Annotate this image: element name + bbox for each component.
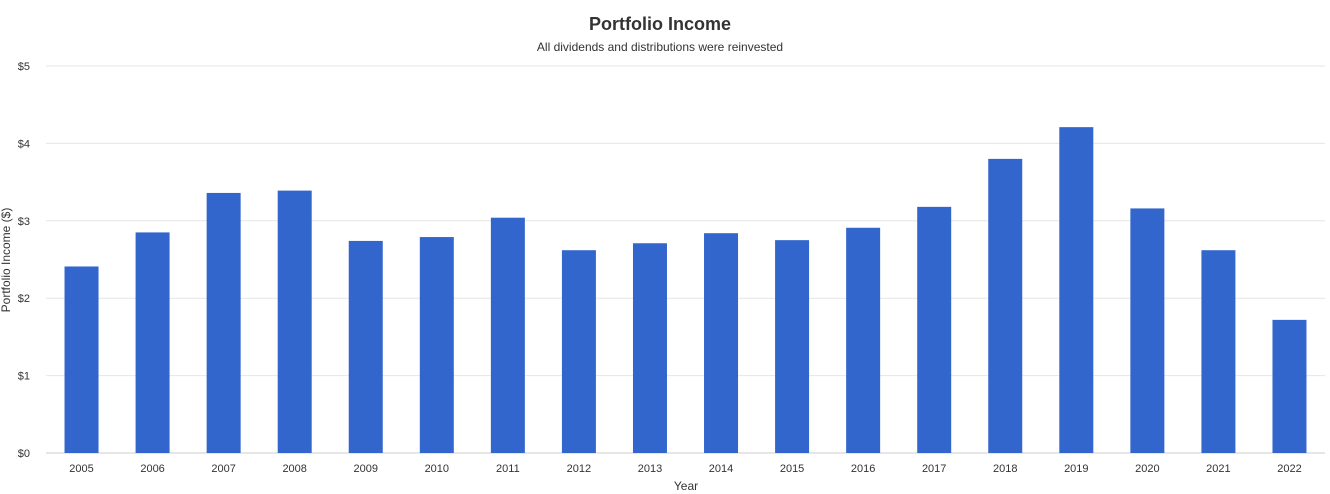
x-tick-label: 2011 <box>496 463 520 475</box>
bar-2012[interactable] <box>561 250 596 453</box>
bar-2013[interactable] <box>632 243 667 453</box>
bar-2016[interactable] <box>846 227 881 453</box>
bar-2011[interactable] <box>490 217 525 453</box>
x-tick-label: 2019 <box>1064 463 1088 475</box>
bar-2006[interactable] <box>135 232 170 453</box>
x-tick-label: 2018 <box>993 463 1017 475</box>
x-tick-label: 2005 <box>69 463 93 475</box>
bar-2019[interactable] <box>1059 127 1094 454</box>
x-tick-label: 2022 <box>1277 463 1301 475</box>
x-tick-label: 2014 <box>709 463 733 475</box>
bar-2014[interactable] <box>704 233 739 453</box>
x-tick-label: 2012 <box>567 463 591 475</box>
x-tick-label: 2015 <box>780 463 804 475</box>
x-tick-label: 2013 <box>638 463 662 475</box>
chart-title: Portfolio Income <box>589 14 731 34</box>
x-tick-label: 2008 <box>282 463 306 475</box>
bar-2021[interactable] <box>1201 250 1236 453</box>
y-axis-ticks: $0 $1 $2 $3 $4 $5 <box>18 61 30 460</box>
bar-2018[interactable] <box>988 158 1023 453</box>
bars <box>64 127 1307 454</box>
y-axis-label: Portfolio Income ($) <box>0 208 13 313</box>
bar-2008[interactable] <box>277 190 312 453</box>
y-tick-label: $1 <box>18 371 30 383</box>
chart-subtitle: All dividends and distributions were rei… <box>537 40 783 54</box>
bar-2009[interactable] <box>348 240 383 453</box>
y-tick-label: $3 <box>18 216 30 228</box>
x-tick-label: 2020 <box>1135 463 1159 475</box>
x-tick-label: 2017 <box>922 463 946 475</box>
y-tick-label: $2 <box>18 293 30 305</box>
bar-2015[interactable] <box>775 240 810 453</box>
bar-2022[interactable] <box>1272 319 1307 453</box>
x-tick-label: 2010 <box>425 463 449 475</box>
gridlines <box>46 65 1325 454</box>
x-axis-ticks: 2005 2006 2007 2008 2009 2010 2011 2012 2013 2014… <box>69 463 1301 475</box>
y-tick-label: $4 <box>18 138 30 150</box>
x-tick-label: 2016 <box>851 463 875 475</box>
x-tick-label: 2006 <box>140 463 164 475</box>
bar-2005[interactable] <box>64 266 99 453</box>
bar-2017[interactable] <box>917 206 952 453</box>
x-tick-label: 2007 <box>211 463 235 475</box>
x-tick-label: 2021 <box>1206 463 1230 475</box>
x-axis-label: Year <box>674 479 698 493</box>
y-tick-label: $0 <box>18 448 30 460</box>
bar-2020[interactable] <box>1130 208 1165 453</box>
y-tick-label: $5 <box>18 61 30 73</box>
bar-2007[interactable] <box>206 192 241 453</box>
x-tick-label: 2009 <box>354 463 378 475</box>
bar-2010[interactable] <box>419 237 454 453</box>
